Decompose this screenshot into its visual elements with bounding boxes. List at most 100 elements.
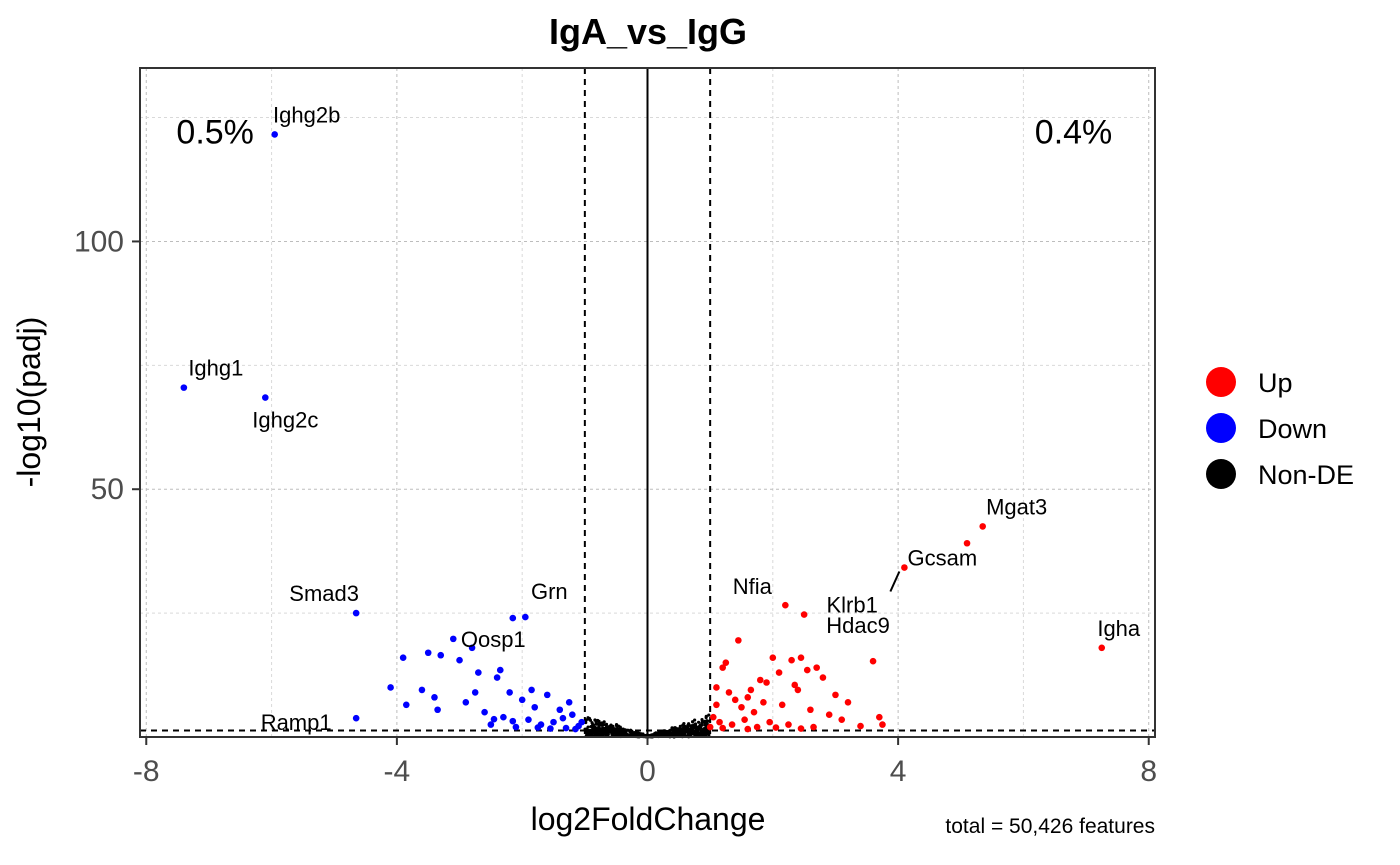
- point-non-de: [699, 726, 703, 730]
- point-non-de: [704, 730, 708, 735]
- point-down: [456, 656, 463, 664]
- y-tick-label: 100: [74, 225, 124, 258]
- point-non-de: [703, 720, 707, 724]
- point-up: [1098, 644, 1106, 652]
- point-non-de: [603, 726, 608, 730]
- point-non-de: [602, 723, 606, 727]
- point-down: [543, 691, 551, 699]
- point-up: [719, 664, 726, 671]
- point-non-de: [612, 727, 616, 731]
- point-down: [550, 718, 557, 726]
- point-down: [531, 703, 539, 711]
- point-down: [434, 706, 441, 714]
- point-non-de: [597, 719, 601, 723]
- point-down: [572, 725, 579, 733]
- point-non-de: [665, 729, 669, 734]
- point-non-de: [693, 722, 698, 726]
- grid-lines: [140, 68, 1155, 737]
- point-non-de: [667, 733, 671, 737]
- point-down: [534, 724, 542, 731]
- point-up: [775, 669, 783, 676]
- point-up: [832, 691, 839, 699]
- point-down: [437, 651, 445, 659]
- gene-label: Ramp1: [261, 710, 332, 735]
- percent-label: 0.4%: [1035, 113, 1113, 151]
- point-non-de: [607, 730, 612, 734]
- point-non-de: [677, 730, 681, 734]
- gene-label: Grn: [531, 579, 568, 604]
- point-non-de: [684, 725, 688, 729]
- percent-labels: 0.5% 0.4%: [176, 113, 1112, 151]
- point-up: [782, 601, 789, 609]
- point-non-de: [677, 727, 681, 731]
- point-down: [496, 666, 504, 674]
- point-up: [807, 706, 814, 714]
- point-non-de: [689, 724, 694, 728]
- point-up: [722, 659, 730, 666]
- point-non-de: [673, 726, 677, 730]
- point-non-de: [705, 719, 709, 724]
- point-down: [352, 714, 360, 722]
- percent-label: 0.5%: [176, 113, 254, 151]
- point-non-de: [614, 723, 619, 728]
- point-non-de: [688, 733, 692, 737]
- point-down: [475, 669, 482, 676]
- point-non-de: [593, 731, 597, 736]
- legend-key: [1206, 367, 1236, 397]
- gene-label: Mgat3: [986, 494, 1047, 519]
- point-non-de: [628, 729, 632, 733]
- point-non-de: [599, 731, 603, 735]
- point-down: [262, 394, 269, 401]
- point-up: [750, 708, 758, 716]
- legend-key: [1206, 413, 1236, 443]
- gene-label: Ighg2b: [273, 102, 340, 127]
- gene-label: Igha: [1097, 616, 1141, 641]
- point-non-de: [615, 727, 619, 731]
- legend-label: Non-DE: [1258, 460, 1354, 490]
- point-non-de: [661, 730, 665, 735]
- point-up: [844, 699, 852, 706]
- point-non-de: [637, 733, 641, 737]
- point-non-de: [681, 730, 685, 734]
- point-up: [797, 725, 805, 732]
- threshold-lines: [140, 68, 1155, 737]
- point-non-de: [606, 726, 610, 730]
- point-up: [794, 686, 802, 694]
- y-axis: 50 100: [74, 225, 140, 506]
- point-down: [493, 674, 501, 681]
- point-up: [813, 664, 820, 671]
- point-up: [706, 723, 714, 731]
- y-tick-label: 50: [91, 473, 124, 506]
- point-non-de: [698, 731, 702, 735]
- point-up: [788, 656, 795, 664]
- point-up: [876, 713, 883, 721]
- point-non-de: [596, 729, 600, 733]
- point-non-de: [602, 720, 606, 724]
- point-non-de: [604, 722, 609, 726]
- point-down: [387, 684, 394, 691]
- point-non-de: [700, 721, 704, 725]
- point-down: [462, 699, 470, 706]
- x-tick-label: 0: [639, 755, 656, 788]
- chart-title: IgA_vs_IgG: [549, 11, 747, 52]
- point-up: [797, 654, 805, 662]
- point-non-de: [707, 713, 711, 717]
- point-down: [431, 694, 438, 701]
- point-non-de: [583, 727, 587, 731]
- point-up: [869, 657, 877, 665]
- point-up: [709, 713, 717, 721]
- point-down: [399, 654, 407, 662]
- point-non-de: [598, 722, 602, 727]
- x-tick-label: 8: [1140, 755, 1157, 788]
- point-non-de: [623, 731, 627, 736]
- gene-label: Oosp1: [461, 627, 526, 652]
- point-non-de: [679, 732, 683, 736]
- point-up: [772, 724, 780, 731]
- point-down: [547, 725, 554, 732]
- point-up: [738, 703, 745, 711]
- point-non-de: [678, 724, 682, 728]
- point-down: [468, 644, 476, 652]
- point-down: [180, 384, 188, 391]
